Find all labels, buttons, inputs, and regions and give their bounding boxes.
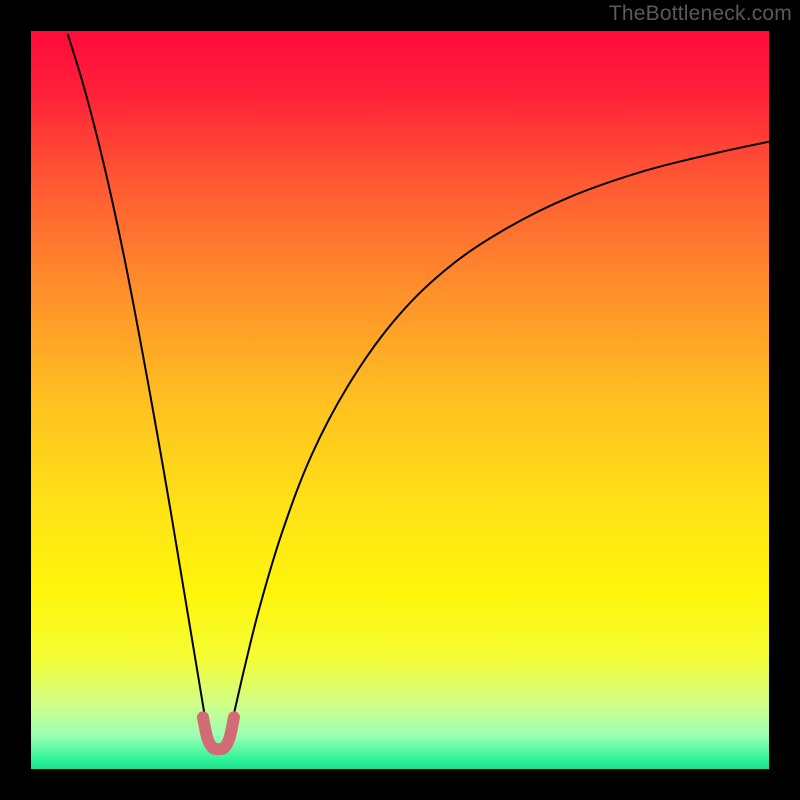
chart-svg (0, 0, 800, 800)
chart-background (31, 31, 769, 769)
chart-stage: TheBottleneck.com (0, 0, 800, 800)
watermark-text: TheBottleneck.com (609, 2, 792, 26)
